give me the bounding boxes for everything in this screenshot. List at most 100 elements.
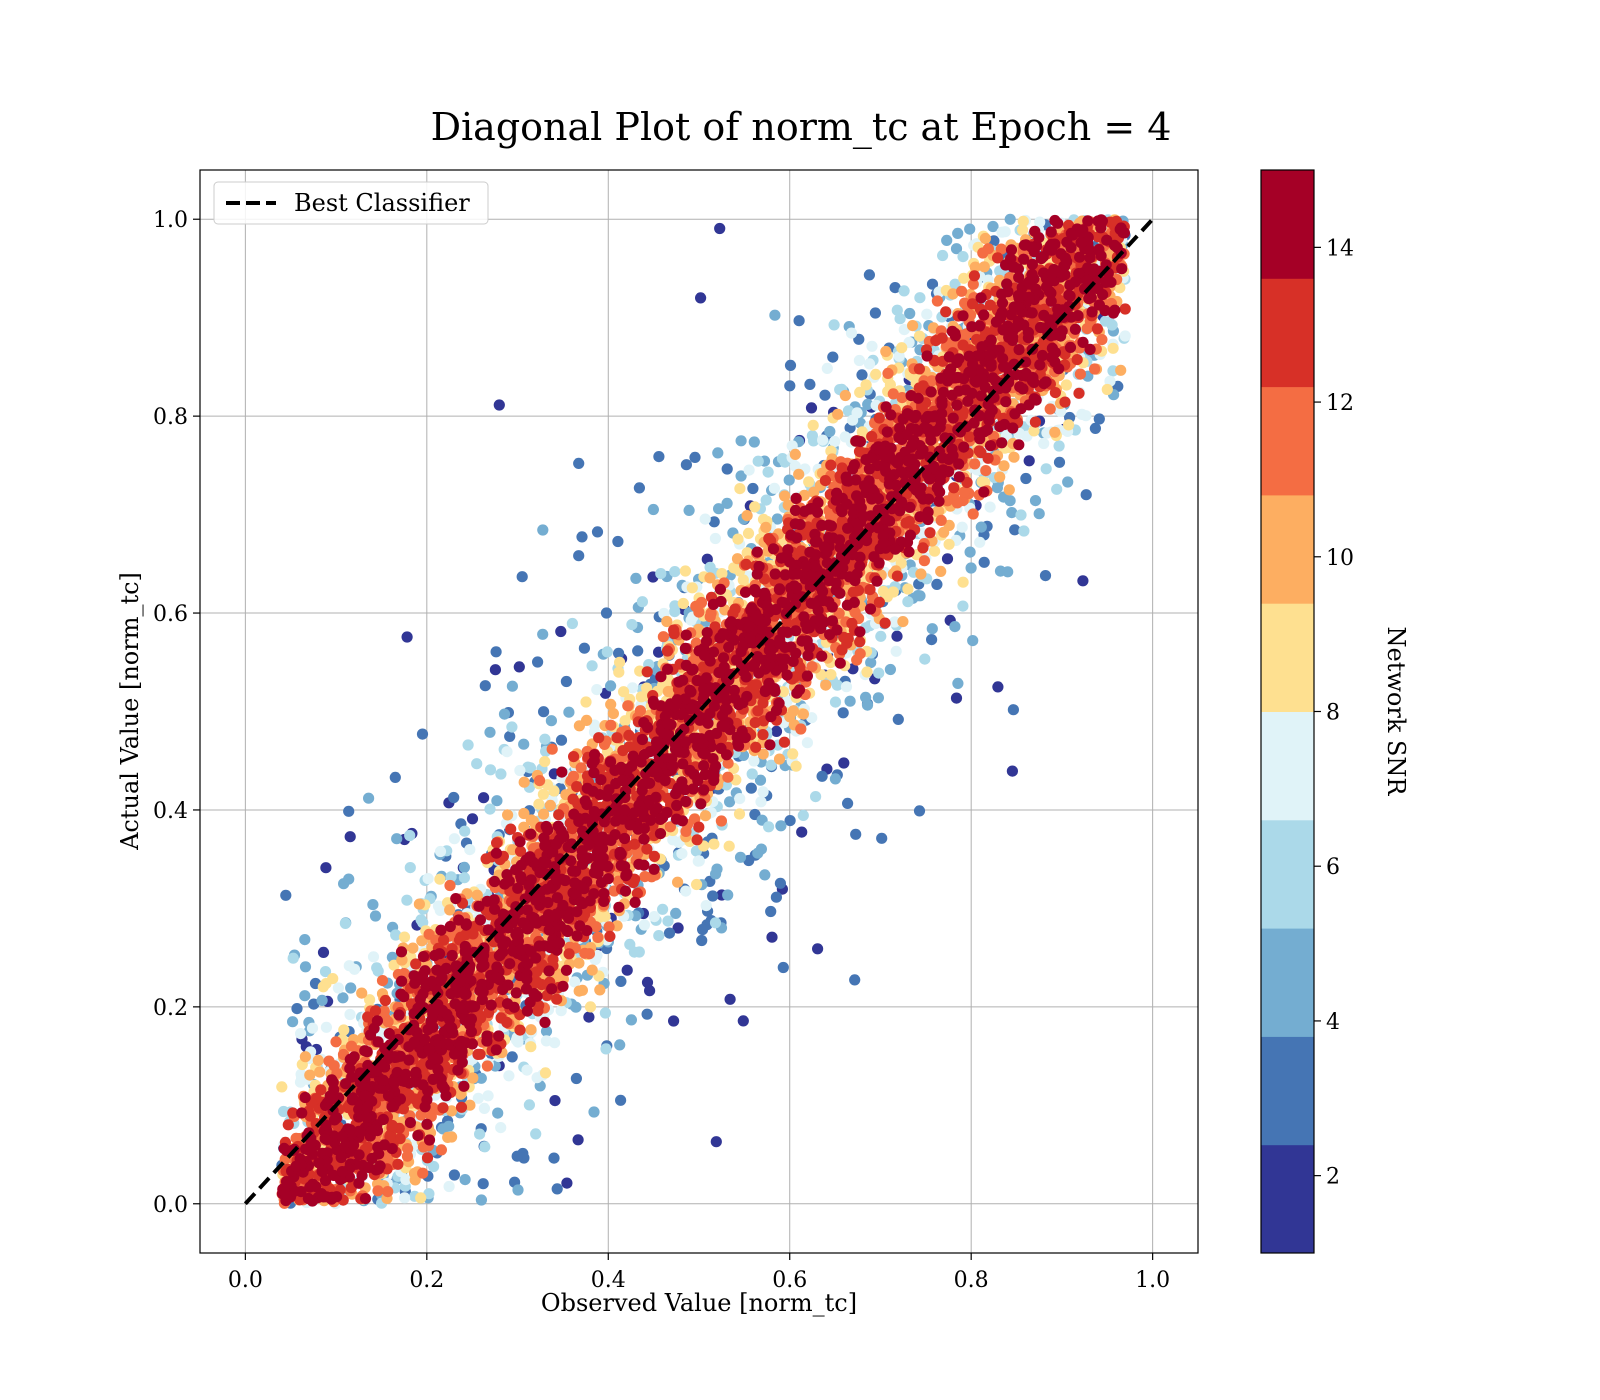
scatter-point xyxy=(987,220,999,233)
scatter-point xyxy=(479,680,491,692)
scatter-point xyxy=(364,994,376,1006)
scatter-point xyxy=(376,975,389,987)
scatter-point xyxy=(563,706,575,718)
scatter-point xyxy=(1020,472,1032,485)
scatter-point xyxy=(573,720,586,732)
scatter-point xyxy=(498,708,511,720)
scatter-point xyxy=(784,380,796,392)
scatter-point xyxy=(765,759,777,771)
scatter-point xyxy=(416,728,429,740)
scatter-point xyxy=(549,1095,561,1107)
scatter-point xyxy=(766,931,778,943)
scatter-point xyxy=(931,578,943,591)
scatter-point xyxy=(685,614,697,626)
scatter-point xyxy=(584,1001,597,1013)
scatter-point xyxy=(902,596,914,608)
scatter-point xyxy=(371,962,383,974)
scatter-point xyxy=(575,762,587,774)
scatter-point xyxy=(943,538,955,550)
scatter-point xyxy=(518,776,530,788)
scatter-point xyxy=(765,905,777,918)
scatter-point xyxy=(523,1099,536,1111)
scatter-point xyxy=(501,746,513,758)
scatter-point xyxy=(919,653,931,665)
scatter-point xyxy=(299,934,311,946)
scatter-point xyxy=(560,675,573,688)
scatter-point xyxy=(784,359,797,371)
scatter-point xyxy=(949,621,961,633)
scatter-point xyxy=(721,497,733,509)
scatter-point xyxy=(708,838,720,850)
scatter-point xyxy=(506,721,518,733)
chart-title: Diagonal Plot of norm_tc at Epoch = 4 xyxy=(431,105,1172,150)
scatter-point xyxy=(775,820,787,832)
scatter-point xyxy=(471,758,483,770)
scatter-point xyxy=(573,550,585,562)
scatter-point xyxy=(949,278,961,290)
scatter-point xyxy=(495,768,507,780)
scatter-point xyxy=(1017,215,1029,227)
scatter-point xyxy=(407,942,419,954)
scatter-point xyxy=(506,1051,518,1063)
scatter-point xyxy=(586,964,598,976)
scatter-point xyxy=(356,987,368,999)
scatter-point xyxy=(448,833,460,845)
scatter-point xyxy=(820,679,832,691)
scatter-point xyxy=(1023,455,1035,467)
scatter-point xyxy=(952,677,964,690)
scatter-point xyxy=(844,695,856,707)
scatter-point xyxy=(548,785,560,797)
scatter-point xyxy=(591,526,604,538)
scatter-point xyxy=(957,576,969,588)
scatter-point xyxy=(432,900,445,912)
scatter-point xyxy=(319,966,332,978)
scatter-point xyxy=(607,708,620,720)
scatter-point xyxy=(600,607,613,619)
scatter-point xyxy=(904,307,916,320)
scatter-point xyxy=(578,642,591,654)
scatter-point xyxy=(680,885,692,897)
scatter-point xyxy=(580,696,592,708)
scatter-point xyxy=(964,546,976,558)
scatter-point xyxy=(860,379,872,391)
scatter-point xyxy=(538,706,550,718)
scatter-point xyxy=(838,757,850,769)
scatter-point xyxy=(479,1141,491,1153)
scatter-point xyxy=(877,585,890,598)
scatter-point xyxy=(344,831,356,843)
scatter-point xyxy=(731,553,744,565)
scatter-point xyxy=(464,844,476,856)
scatter-point xyxy=(937,249,949,262)
scatter-point xyxy=(958,272,970,284)
scatter-point xyxy=(880,345,892,358)
scatter-point xyxy=(683,504,695,516)
scatter-point xyxy=(490,646,502,658)
scatter-point xyxy=(544,799,557,812)
scatter-point xyxy=(372,1185,384,1197)
scatter-point xyxy=(898,324,910,336)
scatter-point xyxy=(716,568,728,580)
scatter-point xyxy=(735,435,747,447)
scatter-point xyxy=(752,847,764,859)
scatter-point xyxy=(630,572,642,585)
scatter-point xyxy=(613,666,625,678)
scatter-point xyxy=(1008,451,1020,463)
scatter-point xyxy=(525,1024,537,1036)
scatter-point xyxy=(367,899,379,911)
scatter-point xyxy=(338,1024,350,1036)
scatter-point xyxy=(613,647,625,659)
scatter-point xyxy=(889,616,901,628)
scatter-point xyxy=(896,342,908,354)
scatter-point xyxy=(784,815,796,827)
scatter-point xyxy=(1040,463,1052,475)
scatter-point xyxy=(434,845,447,858)
scatter-point xyxy=(669,606,681,618)
scatter-point xyxy=(850,828,862,840)
scatter-point xyxy=(723,840,735,852)
scatter-point xyxy=(890,645,902,657)
scatter-point xyxy=(337,992,349,1004)
scatter-point xyxy=(537,788,550,800)
scatter-point xyxy=(737,1015,749,1027)
scatter-point xyxy=(572,1134,584,1146)
scatter-point xyxy=(367,951,380,963)
